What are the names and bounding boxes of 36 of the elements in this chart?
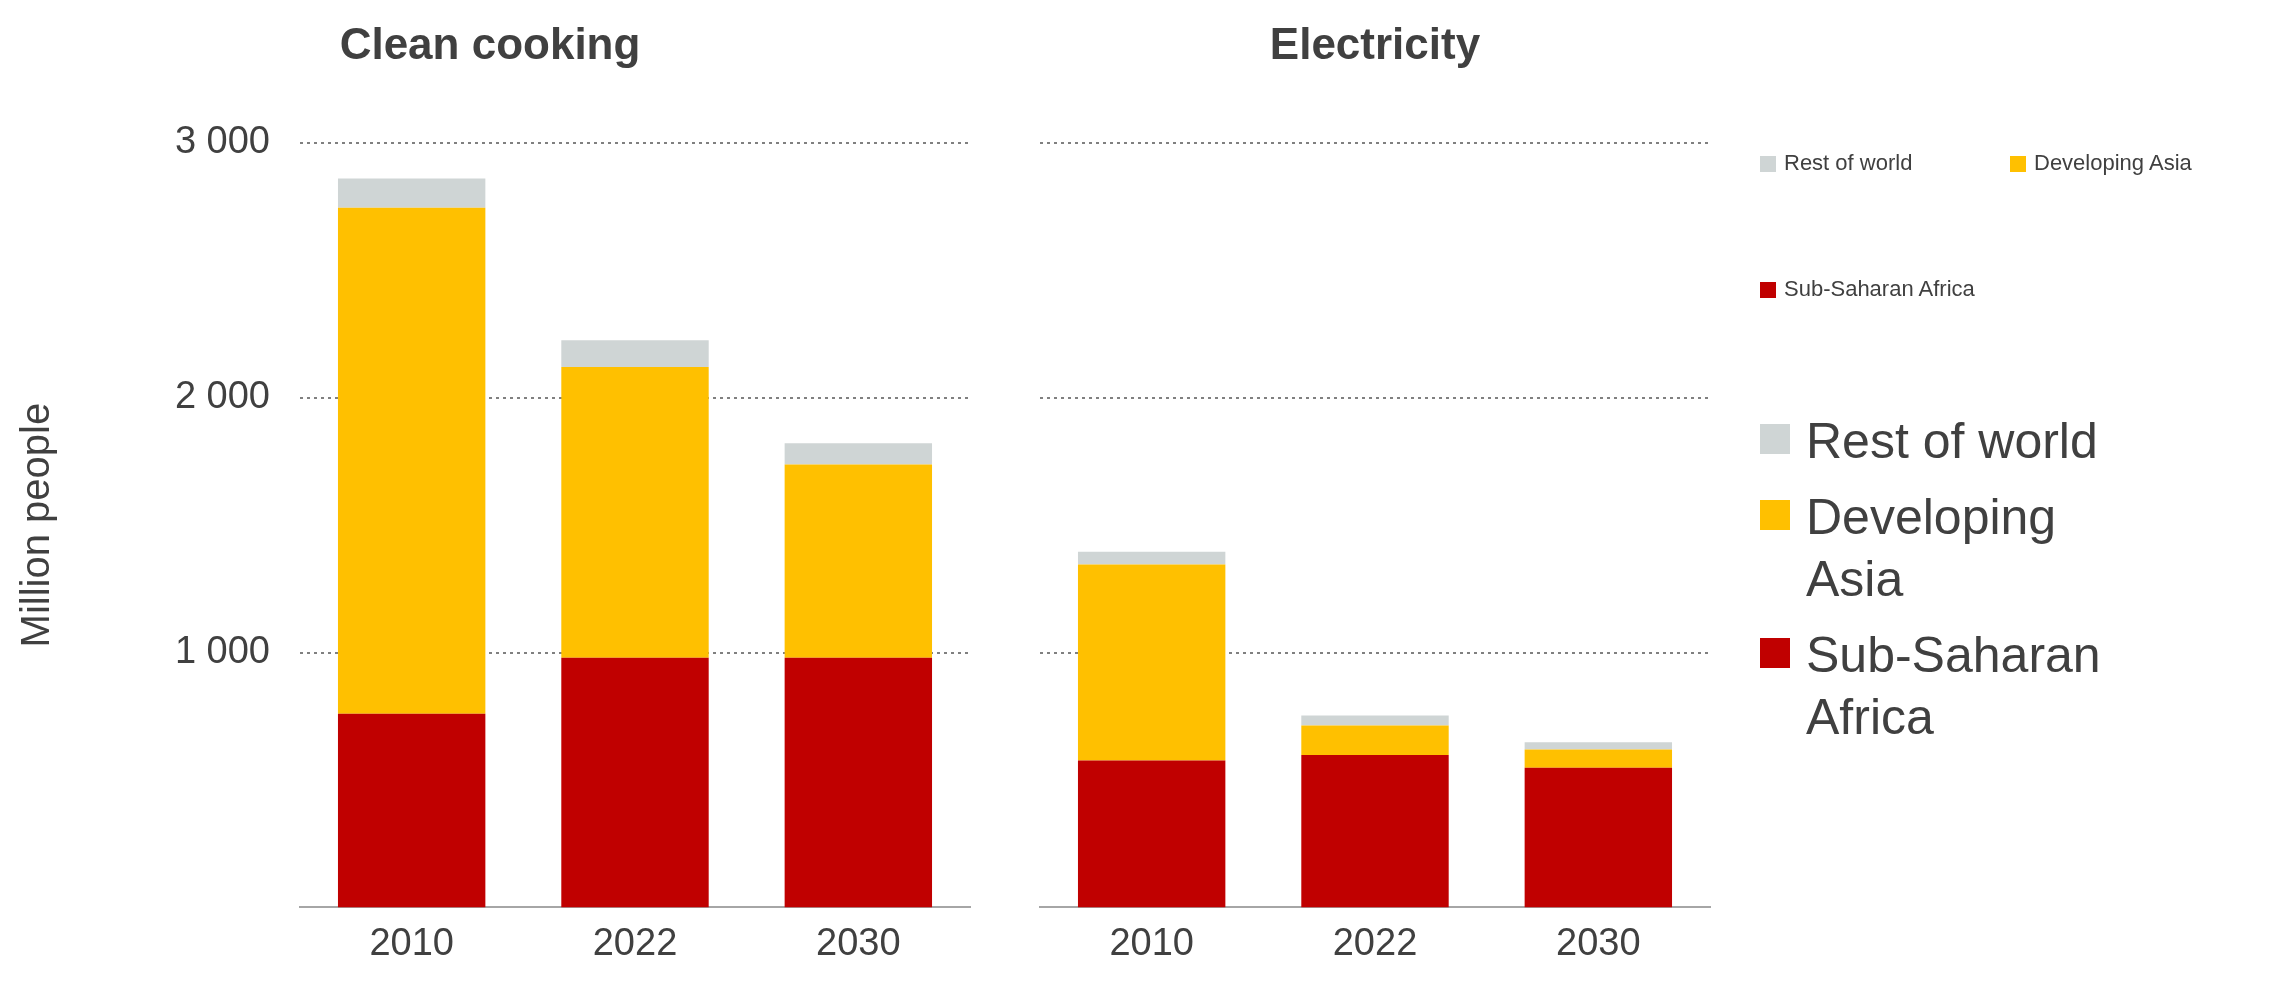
bar	[561, 340, 709, 368]
bar	[561, 657, 709, 908]
bar	[1524, 742, 1673, 750]
bar	[1301, 725, 1449, 755]
chart-title: Electricity	[1269, 18, 1481, 68]
y-tick-label: 1 000	[174, 629, 270, 672]
text: Developing Asia	[2034, 150, 2192, 175]
bar	[1077, 551, 1226, 565]
x-tick-label: 2010	[1109, 920, 1194, 963]
bar	[337, 178, 486, 208]
x-tick-label: 2030	[1556, 920, 1641, 963]
bar	[1524, 767, 1673, 908]
y-axis-title: Million people	[13, 402, 58, 648]
legend-label: Rest of world	[1806, 412, 2098, 471]
bar	[1077, 760, 1226, 908]
bar	[1524, 749, 1673, 768]
y-tick-label: 3 000	[174, 119, 270, 162]
chart-title: Clean cooking	[339, 18, 641, 68]
bar	[337, 713, 486, 908]
text: Sub-Saharan Africa	[1784, 276, 1975, 301]
legend-label: Sub-Saharan Africa	[1806, 626, 2102, 747]
y-tick-label: 2 000	[174, 374, 270, 417]
x-tick-label: 2010	[369, 920, 454, 963]
bar	[1301, 715, 1449, 726]
x-tick-label: 2022	[592, 920, 678, 963]
bar	[1301, 754, 1449, 908]
bar	[1077, 564, 1226, 761]
bar	[561, 367, 709, 658]
bar	[784, 657, 933, 908]
bar	[784, 443, 933, 465]
bar	[784, 464, 933, 658]
bar	[337, 207, 486, 714]
legend-label: Developing Asia	[1806, 488, 2058, 609]
x-tick-label: 2030	[816, 920, 901, 963]
x-tick-label: 2022	[1332, 920, 1418, 963]
text: Rest of world	[1784, 150, 1913, 175]
